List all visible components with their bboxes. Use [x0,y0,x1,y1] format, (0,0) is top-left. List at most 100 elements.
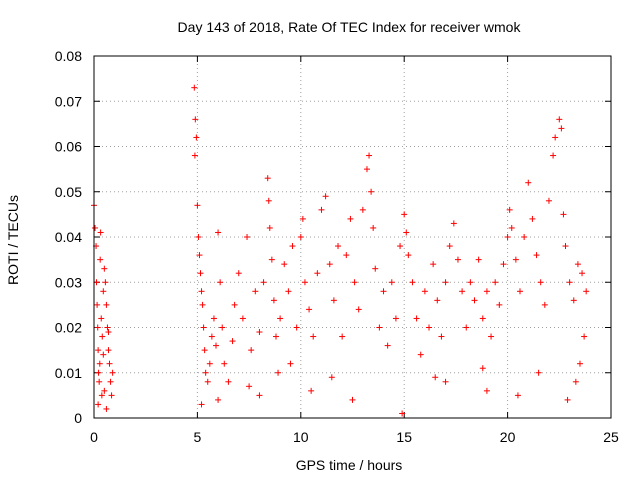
data-point [454,256,461,263]
data-point [483,288,490,295]
chart-title: Day 143 of 2018, Rate Of TEC Index for r… [178,19,522,35]
data-point [201,347,208,354]
data-point [239,315,246,322]
data-point [535,369,542,376]
data-point [388,279,395,286]
plot-frame [93,55,612,419]
data-point [235,270,242,277]
x-tick-label: 5 [194,429,202,445]
y-tick-label: 0.02 [55,320,82,336]
data-point [231,301,238,308]
data-point [550,152,557,159]
data-point [192,116,199,123]
data-point [426,324,433,331]
data-point [248,347,255,354]
data-point [106,360,113,367]
x-tick-label: 20 [500,429,516,445]
data-point [475,256,482,263]
data-point [229,338,236,345]
data-point [197,270,204,277]
data-point [576,360,583,367]
data-point [299,215,306,222]
data-point [328,374,335,381]
data-point [558,125,565,132]
x-axis-label: GPS time / hours [296,457,403,473]
data-point [256,392,263,399]
data-point [101,265,108,272]
data-point [97,256,104,263]
data-point [541,301,548,308]
data-point [421,288,428,295]
data-point [514,392,521,399]
data-point [355,306,362,313]
data-point [417,351,424,358]
data-point [225,378,232,385]
data-point [202,369,209,376]
data-point [94,301,101,308]
data-point [265,197,272,204]
data-point [191,84,198,91]
data-point [581,333,588,340]
data-point [105,329,112,336]
data-point [512,256,519,263]
data-point [107,378,114,385]
data-point [521,234,528,240]
data-point [308,387,315,394]
data-point [397,243,404,250]
data-point [351,279,358,286]
data-point [215,229,222,236]
data-point [244,234,251,240]
data-point [95,347,102,354]
data-point [442,378,449,385]
data-point [366,152,373,159]
data-point [533,252,540,259]
data-point [545,197,552,204]
data-point [517,288,524,295]
data-point [409,279,416,286]
data-point [556,116,563,123]
data-point [195,234,202,240]
data-point [339,333,346,340]
data-point [289,243,296,250]
data-point [200,324,207,331]
data-point [98,315,105,322]
data-point [96,360,103,367]
data-point [403,229,410,236]
x-tick-label: 25 [603,429,619,445]
data-point [459,288,466,295]
data-point [537,279,544,286]
data-point [401,211,408,218]
data-point [270,297,277,304]
data-point [213,342,220,349]
data-point [322,193,329,200]
y-tick-label: 0.06 [55,139,82,155]
y-tick-label: 0.01 [55,365,82,381]
data-point [94,324,101,331]
data-point [467,279,474,286]
data-point [463,324,470,331]
data-point [99,333,106,340]
data-point [98,392,105,399]
data-point [363,166,370,173]
data-point [92,224,99,231]
data-point [314,270,321,277]
data-point [376,324,383,331]
data-point [562,243,569,250]
data-point [199,301,206,308]
data-point [104,324,111,331]
data-point [95,401,102,408]
data-point [96,378,103,385]
data-point [206,360,213,367]
data-point [103,301,110,308]
data-point [103,405,110,412]
data-point [215,396,222,403]
data-point [208,333,215,340]
y-tick-label: 0.03 [55,274,82,290]
data-point [109,369,116,376]
data-point [194,202,201,209]
data-point [500,261,507,268]
data-point [246,383,253,390]
data-point [392,315,399,322]
data-point [583,288,590,295]
data-point [471,297,478,304]
